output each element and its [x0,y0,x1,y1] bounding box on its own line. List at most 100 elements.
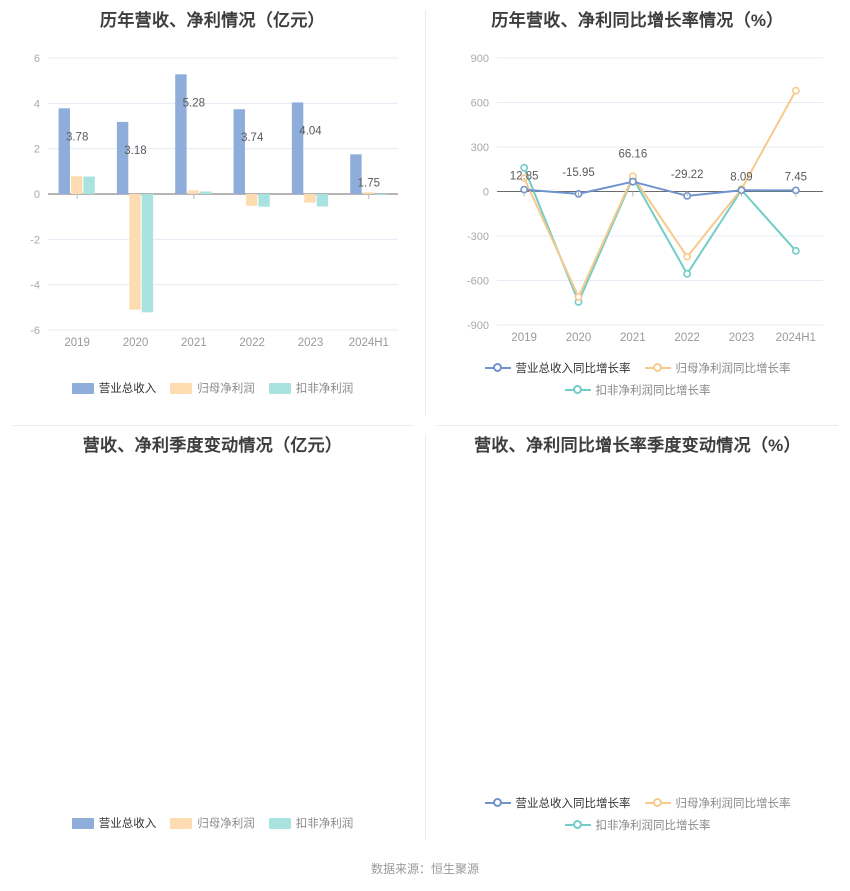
bar-value-label: 4.04 [299,125,322,137]
line-value-label: 66.16 [618,149,647,161]
chart-quarterly-amount: 1.51.20.90.60.30-0.3-0.61.072022Q10.6620… [0,425,425,850]
line-point [791,246,800,255]
y-axis-tick-label: -2 [30,234,40,246]
bar-value-label: 5.28 [183,97,205,109]
chart-quarterly-growth: 5000-500-1,000-1,500-2,0002022Q12022Q220… [425,425,850,850]
legend-swatch-icon [268,817,291,829]
bar [258,194,270,207]
x-axis-category-label: 2022 [674,332,700,344]
y-axis-tick-label: -600 [467,276,489,288]
legend-label: 归母净利润同比增长率 [675,798,791,810]
legend-item[interactable]: 归母净利润同比增长率 [644,360,791,376]
x-axis-category-label: 2024H1 [776,332,816,344]
line-series [523,90,797,298]
legend-quarterly-growth[interactable]: 营业总收入同比增长率 归母净利润同比增长率扣非净利润同比增长率 [425,795,850,833]
y-axis-tick-label: -300 [467,231,489,243]
bar [291,102,304,194]
legend-label: 营业总收入 [98,818,157,830]
bar [233,109,245,194]
legend-swatch-icon [71,817,94,829]
line-point [683,269,692,278]
legend-item[interactable]: 扣非净利润 [268,380,354,396]
bar [116,121,129,194]
legend-line-icon [484,797,511,809]
legend-swatch-icon [170,817,193,829]
x-axis-category-label: 2020 [123,337,149,349]
line-series [523,167,797,304]
x-axis-category-label: 2019 [64,337,90,349]
legend-item[interactable]: 归母净利润 [170,380,255,396]
legend-label: 扣非净利润 [295,383,354,395]
x-axis-category-label: 2020 [566,332,592,344]
y-axis-tick-label: 0 [34,189,40,201]
charts-grid: 历年营收、净利情况（亿元） 6 4 2 0 -2 -4 -6 3.78 2019 3.18 2020… [0,0,850,850]
legend-label: 归母净利润 [197,383,255,395]
legend-line-icon [644,362,671,374]
bar [350,154,362,194]
y-axis-tick-label: 600 [471,98,489,110]
y-axis-tick-label: 0 [483,187,489,199]
y-axis-tick-label: -900 [467,320,489,332]
legend-line-icon [644,797,671,809]
line-point [574,292,583,301]
legend-line-icon [564,819,591,831]
legend-annual-growth[interactable]: 营业总收入同比增长率 归母净利润同比增长率扣非净利润同比增长率 [425,360,850,398]
panel-quarterly-growth-title: 营收、净利同比增长率季度变动情况（%） [474,436,801,455]
y-axis-tick-label: -6 [30,325,40,337]
legend-item[interactable]: 归母净利润 [170,815,255,831]
line-point [683,252,692,261]
legend-item[interactable]: 营业总收入同比增长率 [484,360,631,376]
legend-quarterly-amount[interactable]: 营业总收入 归母净利润 扣非净利润 [0,815,425,831]
panel-quarterly-amount-title: 营收、净利季度变动情况（亿元） [82,436,343,455]
line-point [520,163,529,172]
bar [187,190,200,194]
legend-label: 归母净利润同比增长率 [675,363,791,375]
bar [175,74,187,194]
chart-annual-amount: 6 4 2 0 -2 -4 -6 3.78 2019 3.18 2020 5.28 2021 3.74 20… [30,53,398,349]
bar [200,191,212,194]
panel-annual-growth-title: 历年营收、净利同比增长率情况（%） [491,11,784,30]
panel-quarterly-growth: 营收、净利同比增长率季度变动情况（%） 5000-500-1,000-1,500… [425,425,850,850]
legend-label: 归母净利润 [197,818,255,830]
line-point [520,174,529,183]
y-axis-tick-label: 300 [471,142,489,154]
bar-value-label: 3.18 [124,145,146,157]
legend-swatch-icon [71,382,94,394]
bar [83,176,95,194]
panel-annual-growth: 历年营收、净利同比增长率情况（%） 900 600 300 0 -300 -600 -900… [425,0,850,425]
bar [316,194,329,207]
legend-line-icon [564,384,591,396]
panel-quarterly-amount: 营收、净利季度变动情况（亿元） 1.51.20.90.60.30-0.3-0.6… [0,425,425,850]
legend-item[interactable]: 扣非净利润 [268,815,353,831]
legend-item[interactable]: 扣非净利润同比增长率 [564,817,711,833]
bar [58,108,70,194]
legend-swatch-icon [268,382,291,394]
x-axis-category-label: 2023 [729,332,755,344]
line-series [524,180,796,197]
legend-item[interactable]: 扣非净利润同比增长率 [564,382,711,398]
legend-item[interactable]: 归母净利润同比增长率 [644,795,791,811]
line-point [791,86,800,95]
legend-label: 扣非净利润同比增长率 [595,820,711,832]
legend-annual-amount[interactable]: 营业总收入 归母净利润 扣非净利润 [0,380,425,396]
legend-item[interactable]: 营业总收入同比增长率 [484,795,631,811]
x-axis-category-label: 2021 [620,332,646,344]
legend-item[interactable]: 营业总收入 [71,380,157,396]
bar [141,194,154,313]
line-value-label: -15.95 [562,167,595,179]
y-axis-tick-label: 900 [471,53,489,65]
x-axis-category-label: 2021 [181,337,207,349]
line-value-label: 12.85 [510,171,539,183]
bar-value-label: 3.74 [241,132,264,144]
legend-label: 营业总收入 [98,383,157,395]
panel-annual-amount-title: 历年营收、净利情况（亿元） [100,11,325,30]
x-axis-category-label: 2024H1 [349,337,389,349]
x-axis-category-label: 2022 [239,337,265,349]
legend-item[interactable]: 营业总收入 [71,815,157,831]
line-value-label: 8.09 [730,171,752,183]
legend-swatch-icon [170,382,193,394]
bar [70,176,83,194]
bar-value-label: 1.75 [358,177,380,189]
y-axis-tick-label: -4 [30,280,40,292]
